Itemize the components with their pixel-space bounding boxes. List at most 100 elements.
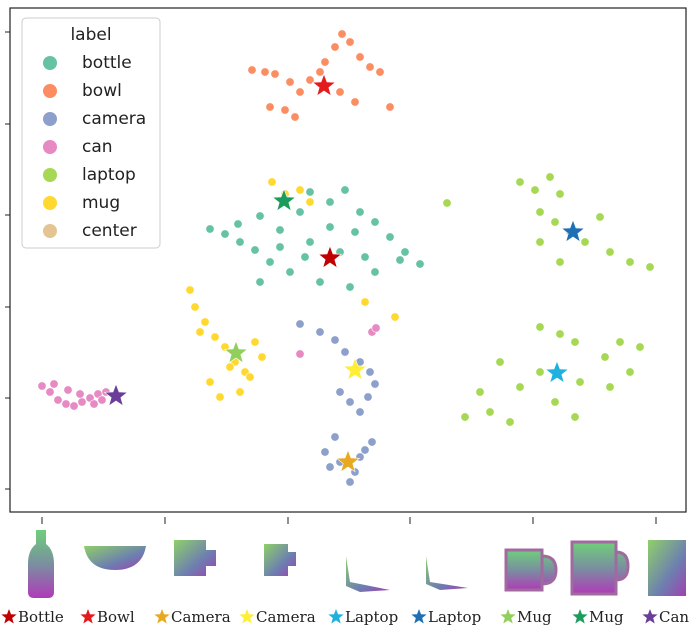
point [370,379,380,389]
point [233,219,243,229]
bowl-render [84,546,146,570]
point [69,401,79,411]
point [63,385,73,395]
point [385,232,395,242]
center-star [560,219,586,243]
point [505,417,515,427]
point [325,197,335,207]
point [330,432,340,442]
legend-label: laptop [82,165,136,185]
point [320,447,330,457]
legend-label: can [82,137,113,157]
point [280,105,290,115]
center-star [335,449,361,473]
legend-label: mug [82,193,120,213]
point [275,225,285,235]
point [495,357,505,367]
point [335,87,345,97]
point [370,217,380,227]
point [315,327,325,337]
bottom-legend-star [154,609,170,624]
point [370,267,380,277]
point [535,207,545,217]
point [285,77,295,87]
point [205,224,215,234]
point [555,329,565,339]
center-star [223,340,249,364]
point [210,332,220,342]
point [337,29,347,39]
point [295,87,305,97]
legend-title: label [70,25,111,45]
point [340,185,350,195]
center-star [311,73,337,97]
point [275,242,285,252]
point [75,389,85,399]
point [205,377,215,387]
point [515,382,525,392]
point [325,462,335,472]
point [345,282,355,292]
legend-marker [43,168,57,182]
point [77,397,87,407]
point [49,379,59,389]
point [215,392,225,402]
point [645,262,655,272]
bottom-legend-star [328,609,344,624]
object-renders [28,530,686,598]
bottle-render [28,530,54,598]
point [360,252,370,262]
bottom-legend-star [1,609,17,624]
point [345,397,355,407]
point [485,407,495,417]
point [330,42,340,52]
point [550,217,560,227]
point [89,399,99,409]
point [340,347,350,357]
point [285,267,295,277]
point [515,177,525,187]
bottom-legend-label: Laptop [345,608,398,626]
bottom-legend-label: Camera [171,608,231,626]
bottom-legend-label: Laptop [428,608,481,626]
point [45,387,55,397]
point [255,277,265,287]
point [550,397,560,407]
point [605,247,615,257]
legend-marker [43,112,57,126]
legend-label: bowl [82,81,122,101]
point [61,399,71,409]
bottom-legend-star [642,609,658,624]
point [530,185,540,195]
point [355,407,365,417]
point [250,337,260,347]
point [360,445,370,455]
bottom-legend-label: Bowl [97,608,135,626]
point [600,352,610,362]
camera-render [264,544,296,576]
legend-marker [43,56,57,70]
point [270,69,280,79]
point [257,352,267,362]
point [265,102,275,112]
point [415,259,425,269]
point [300,252,310,262]
mug-render [570,540,630,596]
point [295,185,305,195]
point [220,229,230,239]
legend-label: center [82,221,137,241]
laptop-render [346,556,390,592]
point [442,198,452,208]
point [635,342,645,352]
center-star [103,383,129,407]
point [250,245,260,255]
point [385,102,395,112]
bottom-legend-star [411,609,427,624]
point [535,367,545,377]
legend-marker [43,140,57,154]
point [400,247,410,257]
point [290,112,300,122]
point [363,392,373,402]
bottom-legend-star [239,609,255,624]
